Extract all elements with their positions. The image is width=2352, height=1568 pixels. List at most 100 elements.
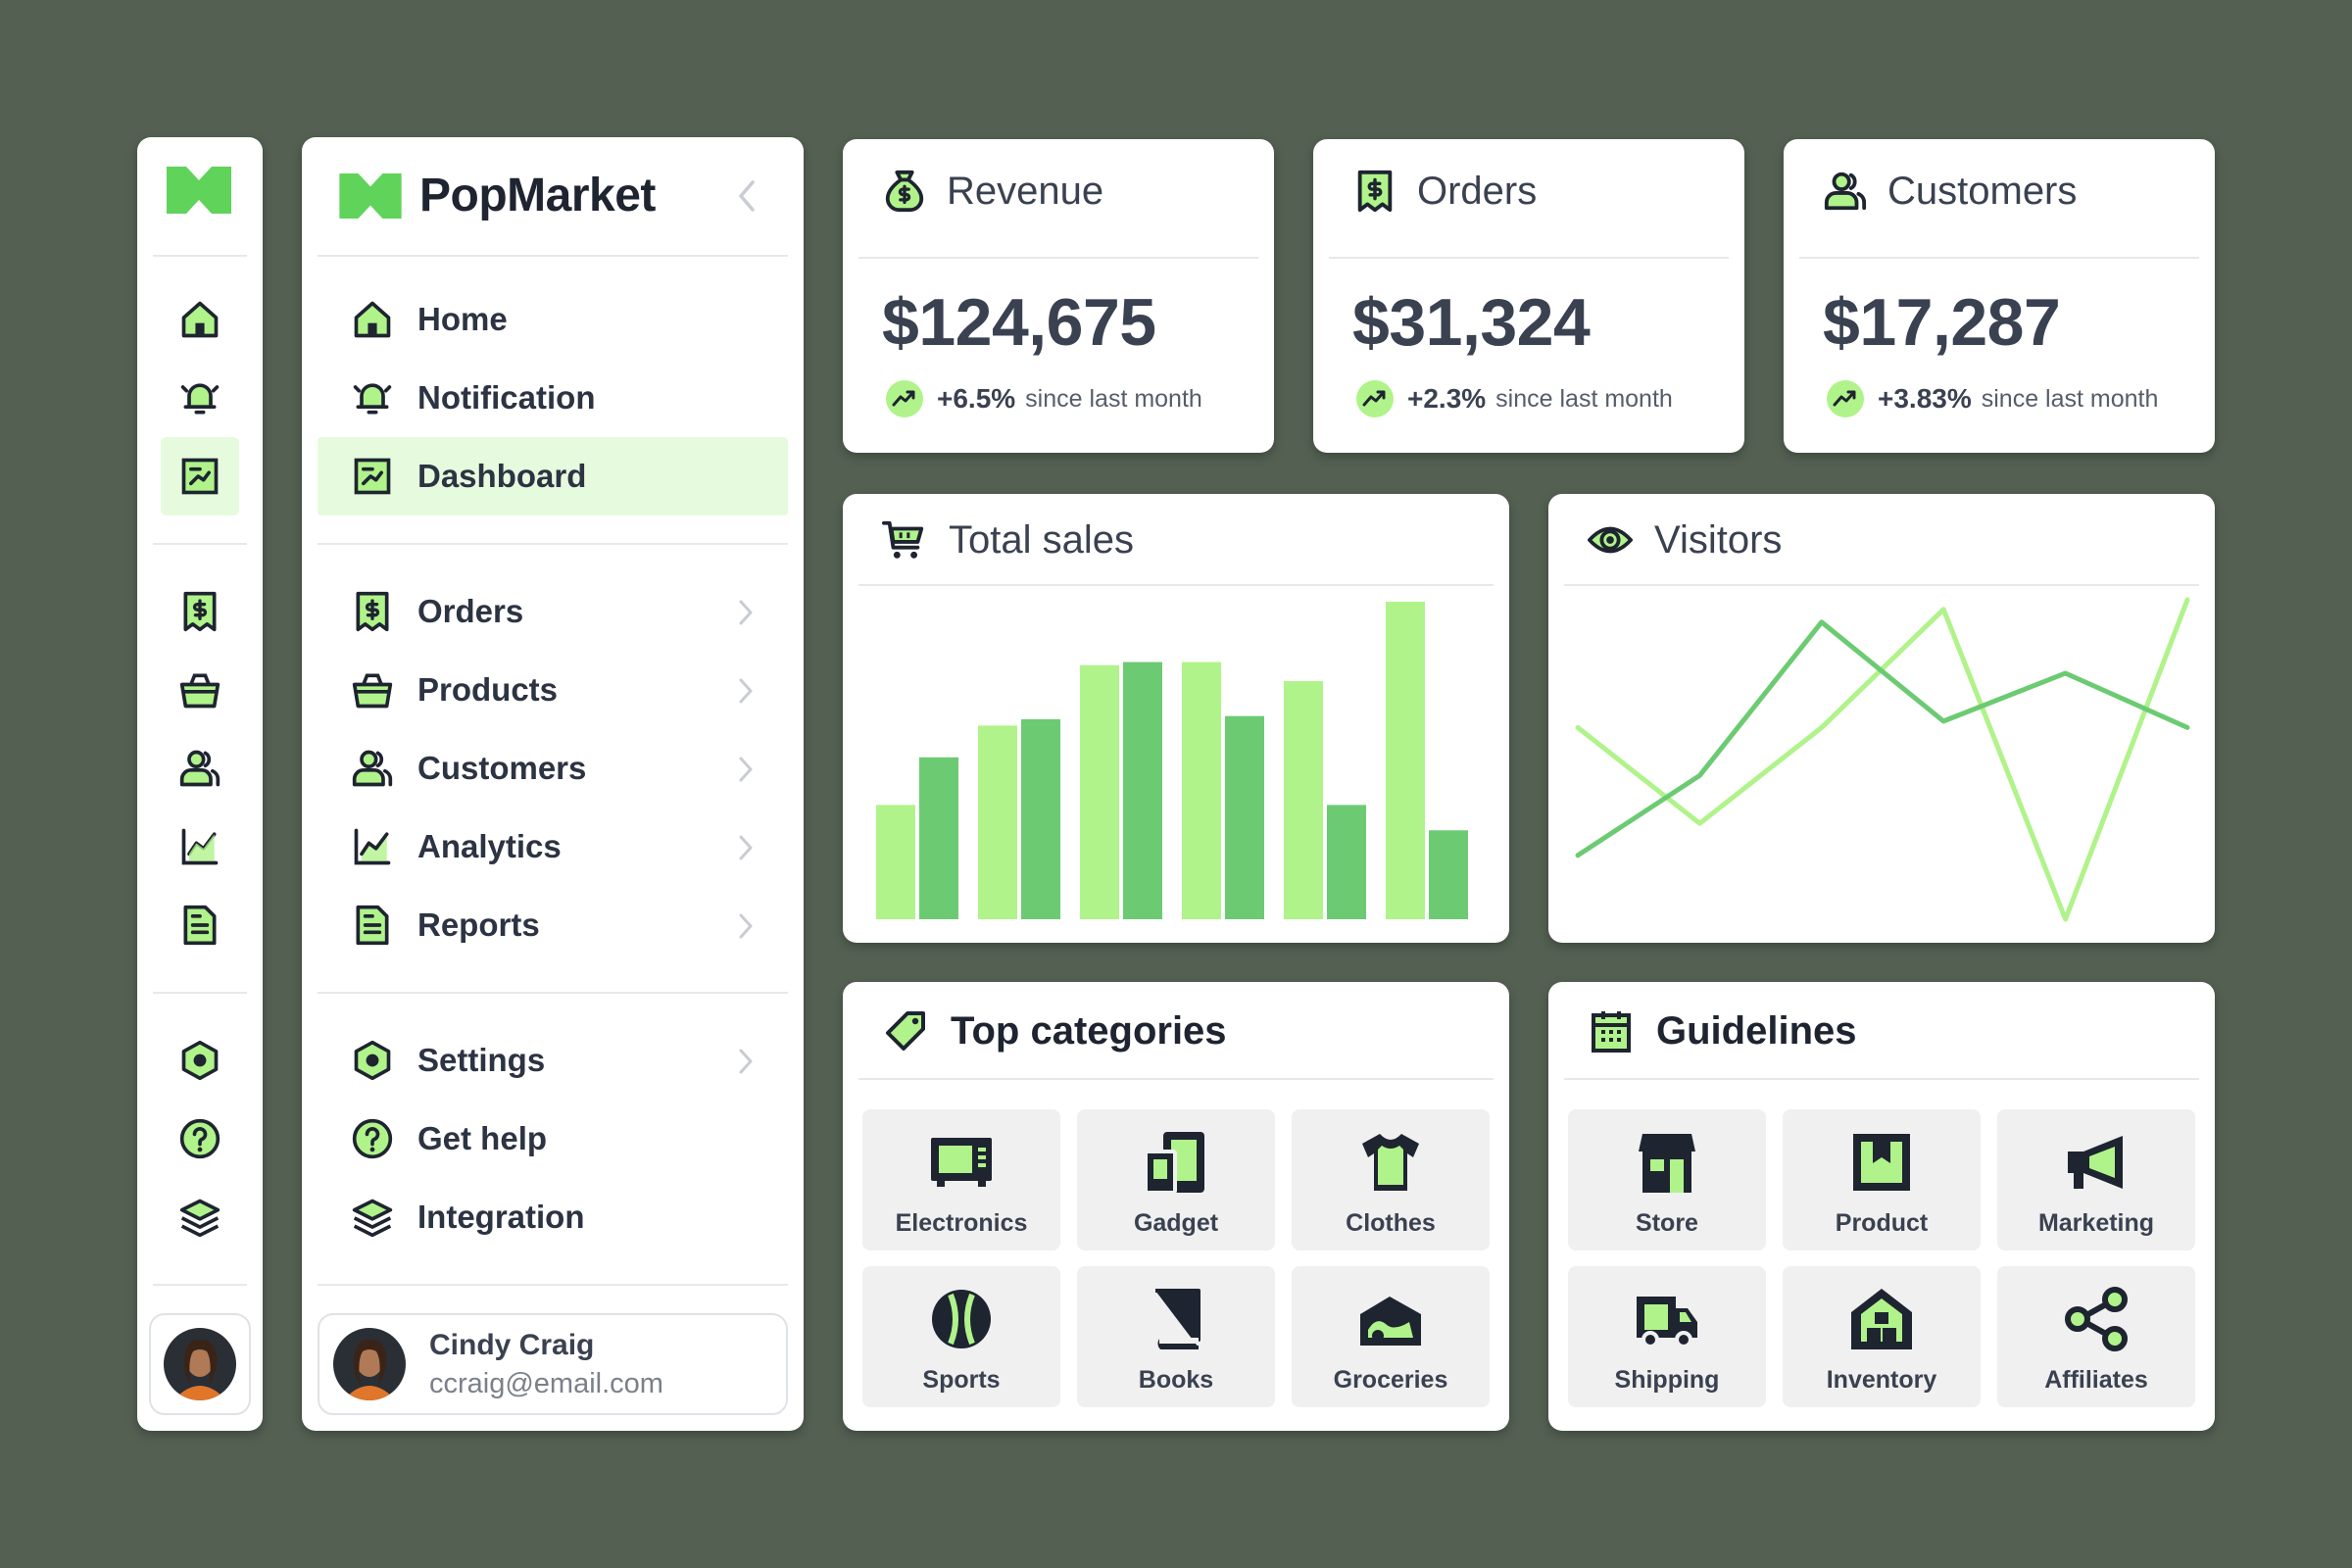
category-groceries[interactable]: Groceries	[1292, 1266, 1490, 1407]
chevron-right-icon	[737, 676, 755, 706]
rail-analytics[interactable]	[161, 808, 239, 886]
product-box-icon	[1849, 1130, 1914, 1195]
sales-bar	[1284, 681, 1323, 919]
user-profile-button[interactable]: Cindy Craig ccraig@email.com	[318, 1313, 788, 1415]
settings-icon	[178, 1039, 221, 1082]
stat-change: +3.83%	[1878, 383, 1972, 414]
category-books[interactable]: Books	[1077, 1266, 1275, 1407]
rail-reports[interactable]	[161, 886, 239, 964]
nav-item-settings[interactable]: Settings	[318, 1021, 788, 1100]
sales-bar	[1021, 718, 1060, 919]
share-icon	[2064, 1287, 2129, 1351]
stat-card-customers: Customers $17,287 +3.83% since last mont…	[1784, 139, 2215, 453]
calendar-icon	[1588, 1007, 1635, 1054]
stat-since: since last month	[1495, 384, 1673, 413]
rail-avatar-button[interactable]	[149, 1313, 251, 1415]
category-label: Books	[1138, 1366, 1214, 1394]
chart-icon	[178, 825, 221, 868]
nav-item-customers[interactable]: Customers	[318, 729, 788, 808]
nav-item-label: Products	[417, 671, 559, 708]
total-sales-panel: Total sales	[843, 494, 1509, 943]
nav-item-integration[interactable]: Integration	[318, 1178, 788, 1256]
users-icon	[351, 747, 394, 790]
nav-item-products[interactable]: Products	[318, 651, 788, 729]
brand-logo[interactable]	[167, 167, 231, 214]
guideline-label: Store	[1636, 1209, 1698, 1237]
category-label: Groceries	[1333, 1366, 1448, 1394]
sales-bar	[1225, 715, 1264, 919]
nav-item-label: Home	[417, 301, 508, 337]
nav-item-orders[interactable]: Orders	[318, 572, 788, 651]
nav-item-home[interactable]: Home	[318, 280, 788, 359]
sales-bar	[919, 757, 958, 919]
rail-settings[interactable]	[161, 1021, 239, 1100]
guideline-marketing[interactable]: Marketing	[1997, 1109, 2195, 1250]
nav-item-label: Customers	[417, 750, 587, 786]
sales-bar	[1080, 664, 1119, 919]
receipt-icon	[351, 590, 394, 633]
help-icon	[351, 1117, 394, 1160]
chevron-right-icon	[737, 833, 755, 862]
category-gadget[interactable]: Gadget	[1077, 1109, 1275, 1250]
shirt-icon	[1358, 1130, 1423, 1195]
megaphone-icon	[2064, 1130, 2129, 1195]
guideline-label: Shipping	[1614, 1366, 1720, 1394]
guideline-product[interactable]: Product	[1783, 1109, 1981, 1250]
category-label: Gadget	[1133, 1209, 1219, 1237]
report-icon	[178, 904, 221, 947]
nav-item-notification[interactable]: Notification	[318, 359, 788, 437]
collapse-icon[interactable]	[733, 176, 760, 216]
nav-item-label: Dashboard	[417, 458, 587, 494]
settings-icon	[351, 1039, 394, 1082]
nav-item-dashboard[interactable]: Dashboard	[318, 437, 788, 515]
guideline-shipping[interactable]: Shipping	[1568, 1266, 1766, 1407]
trend-up-icon	[1356, 380, 1394, 417]
guideline-inventory[interactable]: Inventory	[1783, 1266, 1981, 1407]
nav-item-get-help[interactable]: Get help	[318, 1100, 788, 1178]
stat-since: since last month	[1025, 384, 1202, 413]
panel-title: Visitors	[1654, 517, 1783, 562]
nav-item-analytics[interactable]: Analytics	[318, 808, 788, 886]
rail-home[interactable]	[161, 280, 239, 359]
user-name: Cindy Craig	[429, 1328, 595, 1361]
microwave-icon	[929, 1134, 994, 1191]
category-label: Clothes	[1346, 1209, 1436, 1237]
visitors-line	[1575, 619, 2190, 858]
grocery-icon	[1358, 1287, 1423, 1351]
receipt-icon	[1352, 169, 1397, 214]
panel-title: Total sales	[949, 517, 1134, 562]
rail-notification[interactable]	[161, 359, 239, 437]
report-icon	[351, 904, 394, 947]
rail-customers[interactable]	[161, 729, 239, 808]
sales-bar	[1386, 602, 1425, 919]
stat-title: Orders	[1417, 169, 1538, 213]
stat-change: +6.5%	[937, 383, 1016, 414]
home-icon	[351, 298, 394, 341]
chevron-right-icon	[737, 755, 755, 784]
guidelines-panel: Guidelines Store Product Marketing Shipp…	[1548, 982, 2215, 1431]
rail-orders[interactable]	[161, 572, 239, 651]
rail-integration[interactable]	[161, 1178, 239, 1256]
nav-item-label: Orders	[417, 593, 524, 629]
category-sports[interactable]: Sports	[862, 1266, 1060, 1407]
stat-title: Customers	[1887, 169, 2078, 213]
nav-item-reports[interactable]: Reports	[318, 886, 788, 964]
guideline-label: Affiliates	[2044, 1366, 2148, 1394]
category-clothes[interactable]: Clothes	[1292, 1109, 1490, 1250]
rail-help[interactable]	[161, 1100, 239, 1178]
receipt-icon	[178, 590, 221, 633]
layers-icon	[178, 1196, 221, 1239]
icon-rail	[137, 137, 263, 1431]
category-electronics[interactable]: Electronics	[862, 1109, 1060, 1250]
top-categories-panel: Top categories Electronics Gadget Clothe…	[843, 982, 1509, 1431]
guideline-label: Inventory	[1826, 1366, 1937, 1394]
brand[interactable]: PopMarket	[339, 169, 656, 222]
stat-value: $124,675	[882, 285, 1156, 360]
guideline-affiliates[interactable]: Affiliates	[1997, 1266, 2195, 1407]
rail-products[interactable]	[161, 651, 239, 729]
guideline-store[interactable]: Store	[1568, 1109, 1766, 1250]
nav-item-label: Integration	[417, 1199, 585, 1235]
rail-dashboard[interactable]	[161, 437, 239, 515]
book-icon	[1144, 1287, 1208, 1351]
trend-up-icon	[1827, 380, 1864, 417]
